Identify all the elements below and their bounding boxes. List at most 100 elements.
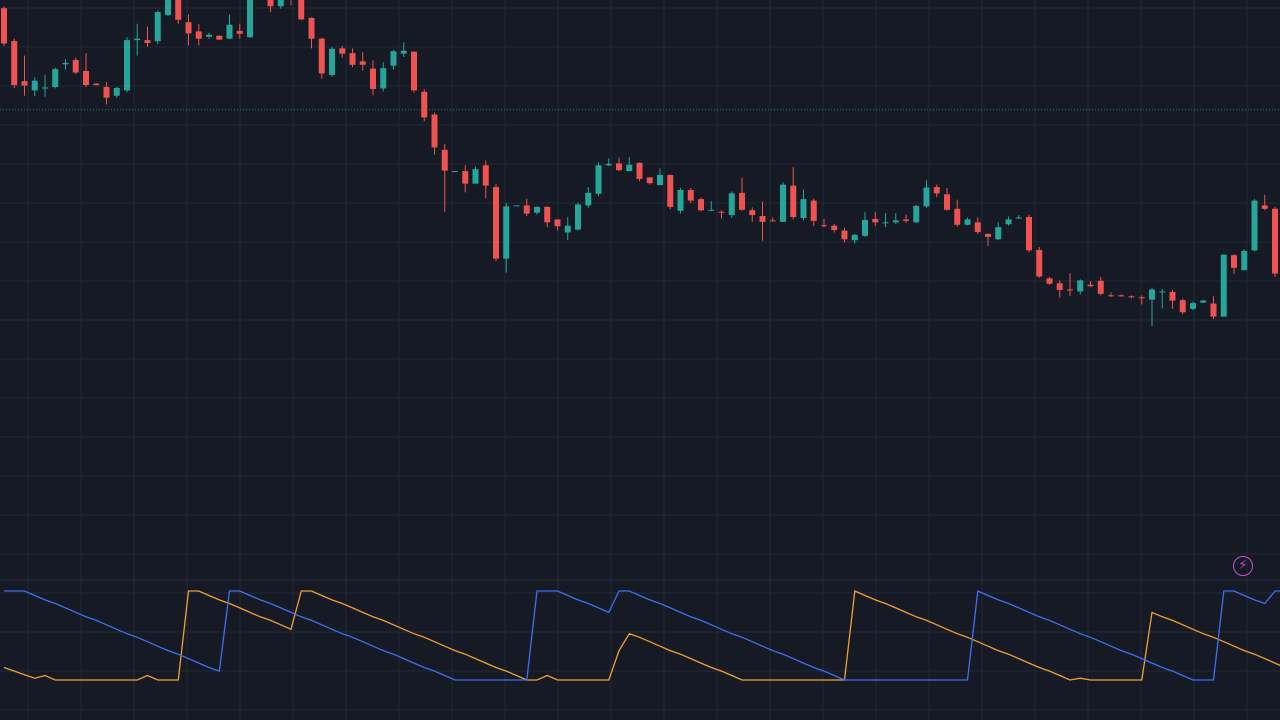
- candle-body: [985, 233, 991, 237]
- candle-down: [616, 157, 622, 172]
- candle-up: [226, 14, 233, 40]
- candle-body: [411, 51, 417, 91]
- candle-body: [1118, 295, 1125, 297]
- candle-up: [728, 191, 735, 218]
- candle-body: [841, 230, 848, 240]
- candle-body: [585, 192, 592, 206]
- candle-up: [113, 87, 120, 98]
- price-pane[interactable]: [1, 0, 1280, 327]
- candle-body: [800, 199, 807, 218]
- candle-body: [1179, 300, 1186, 313]
- candle-up: [882, 213, 889, 228]
- candle-body: [308, 17, 315, 39]
- candle-body: [1251, 200, 1258, 251]
- candle-body: [93, 83, 100, 86]
- candle-down: [974, 217, 981, 234]
- candle-body: [821, 225, 827, 227]
- candle-body: [124, 40, 130, 91]
- candle-down: [1097, 276, 1104, 296]
- candle-down: [236, 23, 243, 39]
- candle-up: [657, 168, 663, 186]
- candle-body: [154, 12, 161, 42]
- candle-body: [318, 38, 325, 74]
- candle-up: [277, 0, 284, 9]
- candle-down: [687, 188, 694, 203]
- candle-up: [1251, 199, 1258, 252]
- candle-body: [790, 185, 797, 218]
- candle-body: [636, 162, 643, 179]
- candle-up: [995, 222, 1002, 241]
- candle-body: [1241, 250, 1248, 271]
- candle-body: [52, 69, 59, 87]
- candle-body: [544, 206, 551, 223]
- candle-up: [380, 62, 387, 92]
- candle-down: [841, 227, 848, 243]
- candle-up: [400, 42, 407, 58]
- candle-down: [339, 45, 346, 58]
- candle-up: [851, 233, 858, 244]
- aroon-pane[interactable]: [3, 590, 1280, 681]
- candle-body: [759, 216, 766, 222]
- candle-down: [1231, 254, 1237, 275]
- candle-down: [1, 6, 7, 46]
- candle-body: [370, 68, 376, 89]
- candle-down: [810, 198, 817, 227]
- candle-up: [923, 180, 930, 208]
- candle-down: [1272, 206, 1278, 277]
- candle-down: [11, 38, 18, 88]
- candle-body: [513, 205, 520, 207]
- candle-down: [482, 160, 489, 199]
- candle-down: [554, 219, 561, 231]
- aroon-down-line: [4, 590, 1280, 681]
- candle-body: [11, 41, 18, 86]
- candle-body: [616, 163, 622, 171]
- candle-up: [575, 202, 581, 231]
- candle-body: [687, 189, 694, 201]
- candle-up: [390, 49, 397, 70]
- candle-body: [605, 163, 612, 166]
- candle-body: [1149, 289, 1155, 300]
- candle-body: [472, 169, 479, 184]
- candle-down: [462, 165, 469, 193]
- candle-body: [452, 171, 458, 173]
- candle-down: [1261, 194, 1268, 211]
- candle-down: [1056, 280, 1063, 298]
- candle-body: [698, 199, 704, 211]
- candle-body: [431, 114, 438, 148]
- candle-body: [195, 31, 202, 39]
- candle-body: [441, 149, 448, 171]
- candle-body: [1128, 296, 1135, 298]
- candle-up: [31, 77, 38, 97]
- candle-body: [226, 24, 233, 39]
- candle-body: [103, 87, 110, 98]
- candle-body: [595, 165, 602, 194]
- candle-body: [882, 222, 889, 224]
- candle-body: [1108, 295, 1114, 297]
- candle-body: [1272, 208, 1278, 274]
- candle-body: [493, 187, 499, 259]
- candle-body: [298, 0, 305, 20]
- candle-down: [1046, 276, 1053, 285]
- candle-up: [892, 213, 899, 224]
- candle-body: [626, 164, 633, 172]
- aroon-up-line: [3, 590, 1280, 681]
- candle-up: [1190, 301, 1196, 311]
- candle-body: [944, 194, 950, 210]
- candle-down: [821, 218, 827, 228]
- candle-down: [646, 177, 653, 185]
- candle-body: [462, 171, 469, 184]
- candle-down: [1036, 246, 1043, 278]
- candle-up: [1159, 289, 1166, 309]
- lightning-icon[interactable]: ⚡: [1233, 556, 1253, 576]
- candle-up: [585, 187, 592, 208]
- candle-body: [329, 48, 335, 75]
- candle-down: [544, 206, 551, 228]
- candle-up: [534, 206, 540, 215]
- candle-up: [452, 171, 458, 173]
- candle-body: [339, 48, 346, 54]
- candle-body: [933, 187, 940, 194]
- candle-body: [564, 225, 571, 233]
